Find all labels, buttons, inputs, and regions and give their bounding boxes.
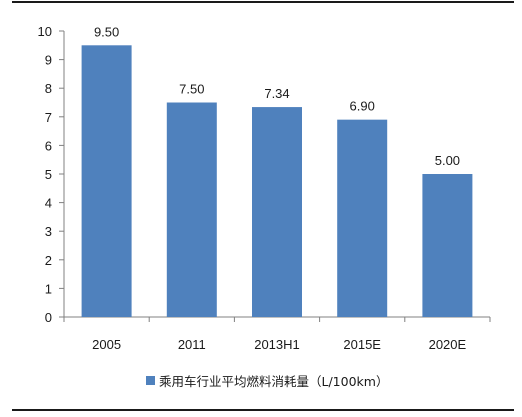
bar-2011	[166, 102, 217, 317]
y-tick-label: 10	[38, 24, 52, 39]
data-label-2011: 7.50	[179, 82, 204, 97]
y-tick-label: 7	[45, 110, 52, 125]
bar-2020E	[422, 174, 473, 317]
x-tick-label-2013H1: 2013H1	[254, 337, 300, 352]
y-tick-label: 0	[45, 310, 52, 325]
y-tick-label: 5	[45, 167, 52, 182]
x-tick-label-2011: 2011	[178, 337, 206, 352]
bar-2005	[81, 45, 132, 318]
x-tick-label-2020E: 2020E	[429, 337, 467, 352]
y-tick-label: 8	[45, 81, 52, 96]
bottom-rule	[12, 409, 514, 411]
top-rule	[12, 1, 514, 3]
data-label-2015E: 6.90	[350, 99, 375, 114]
bar-2015E	[337, 119, 388, 317]
data-label-2005: 9.50	[94, 24, 119, 39]
legend-label: 乘用车行业平均燃料消耗量（L/100km）	[159, 373, 389, 389]
data-label-2020E: 5.00	[435, 153, 460, 168]
bar-2013H1	[252, 107, 302, 318]
y-tick-label: 6	[45, 138, 52, 153]
y-tick-label: 9	[45, 53, 52, 68]
y-tick-label: 1	[45, 281, 52, 296]
legend-swatch	[146, 375, 155, 385]
data-label-2013H1: 7.34	[264, 86, 289, 101]
legend: 乘用车行业平均燃料消耗量（L/100km）	[146, 372, 389, 389]
y-tick-label: 4	[45, 196, 52, 211]
y-tick-label: 3	[45, 224, 52, 239]
x-tick-label-2015E: 2015E	[343, 337, 381, 352]
y-tick-label: 2	[45, 253, 52, 268]
x-tick-label-2005: 2005	[92, 337, 121, 352]
